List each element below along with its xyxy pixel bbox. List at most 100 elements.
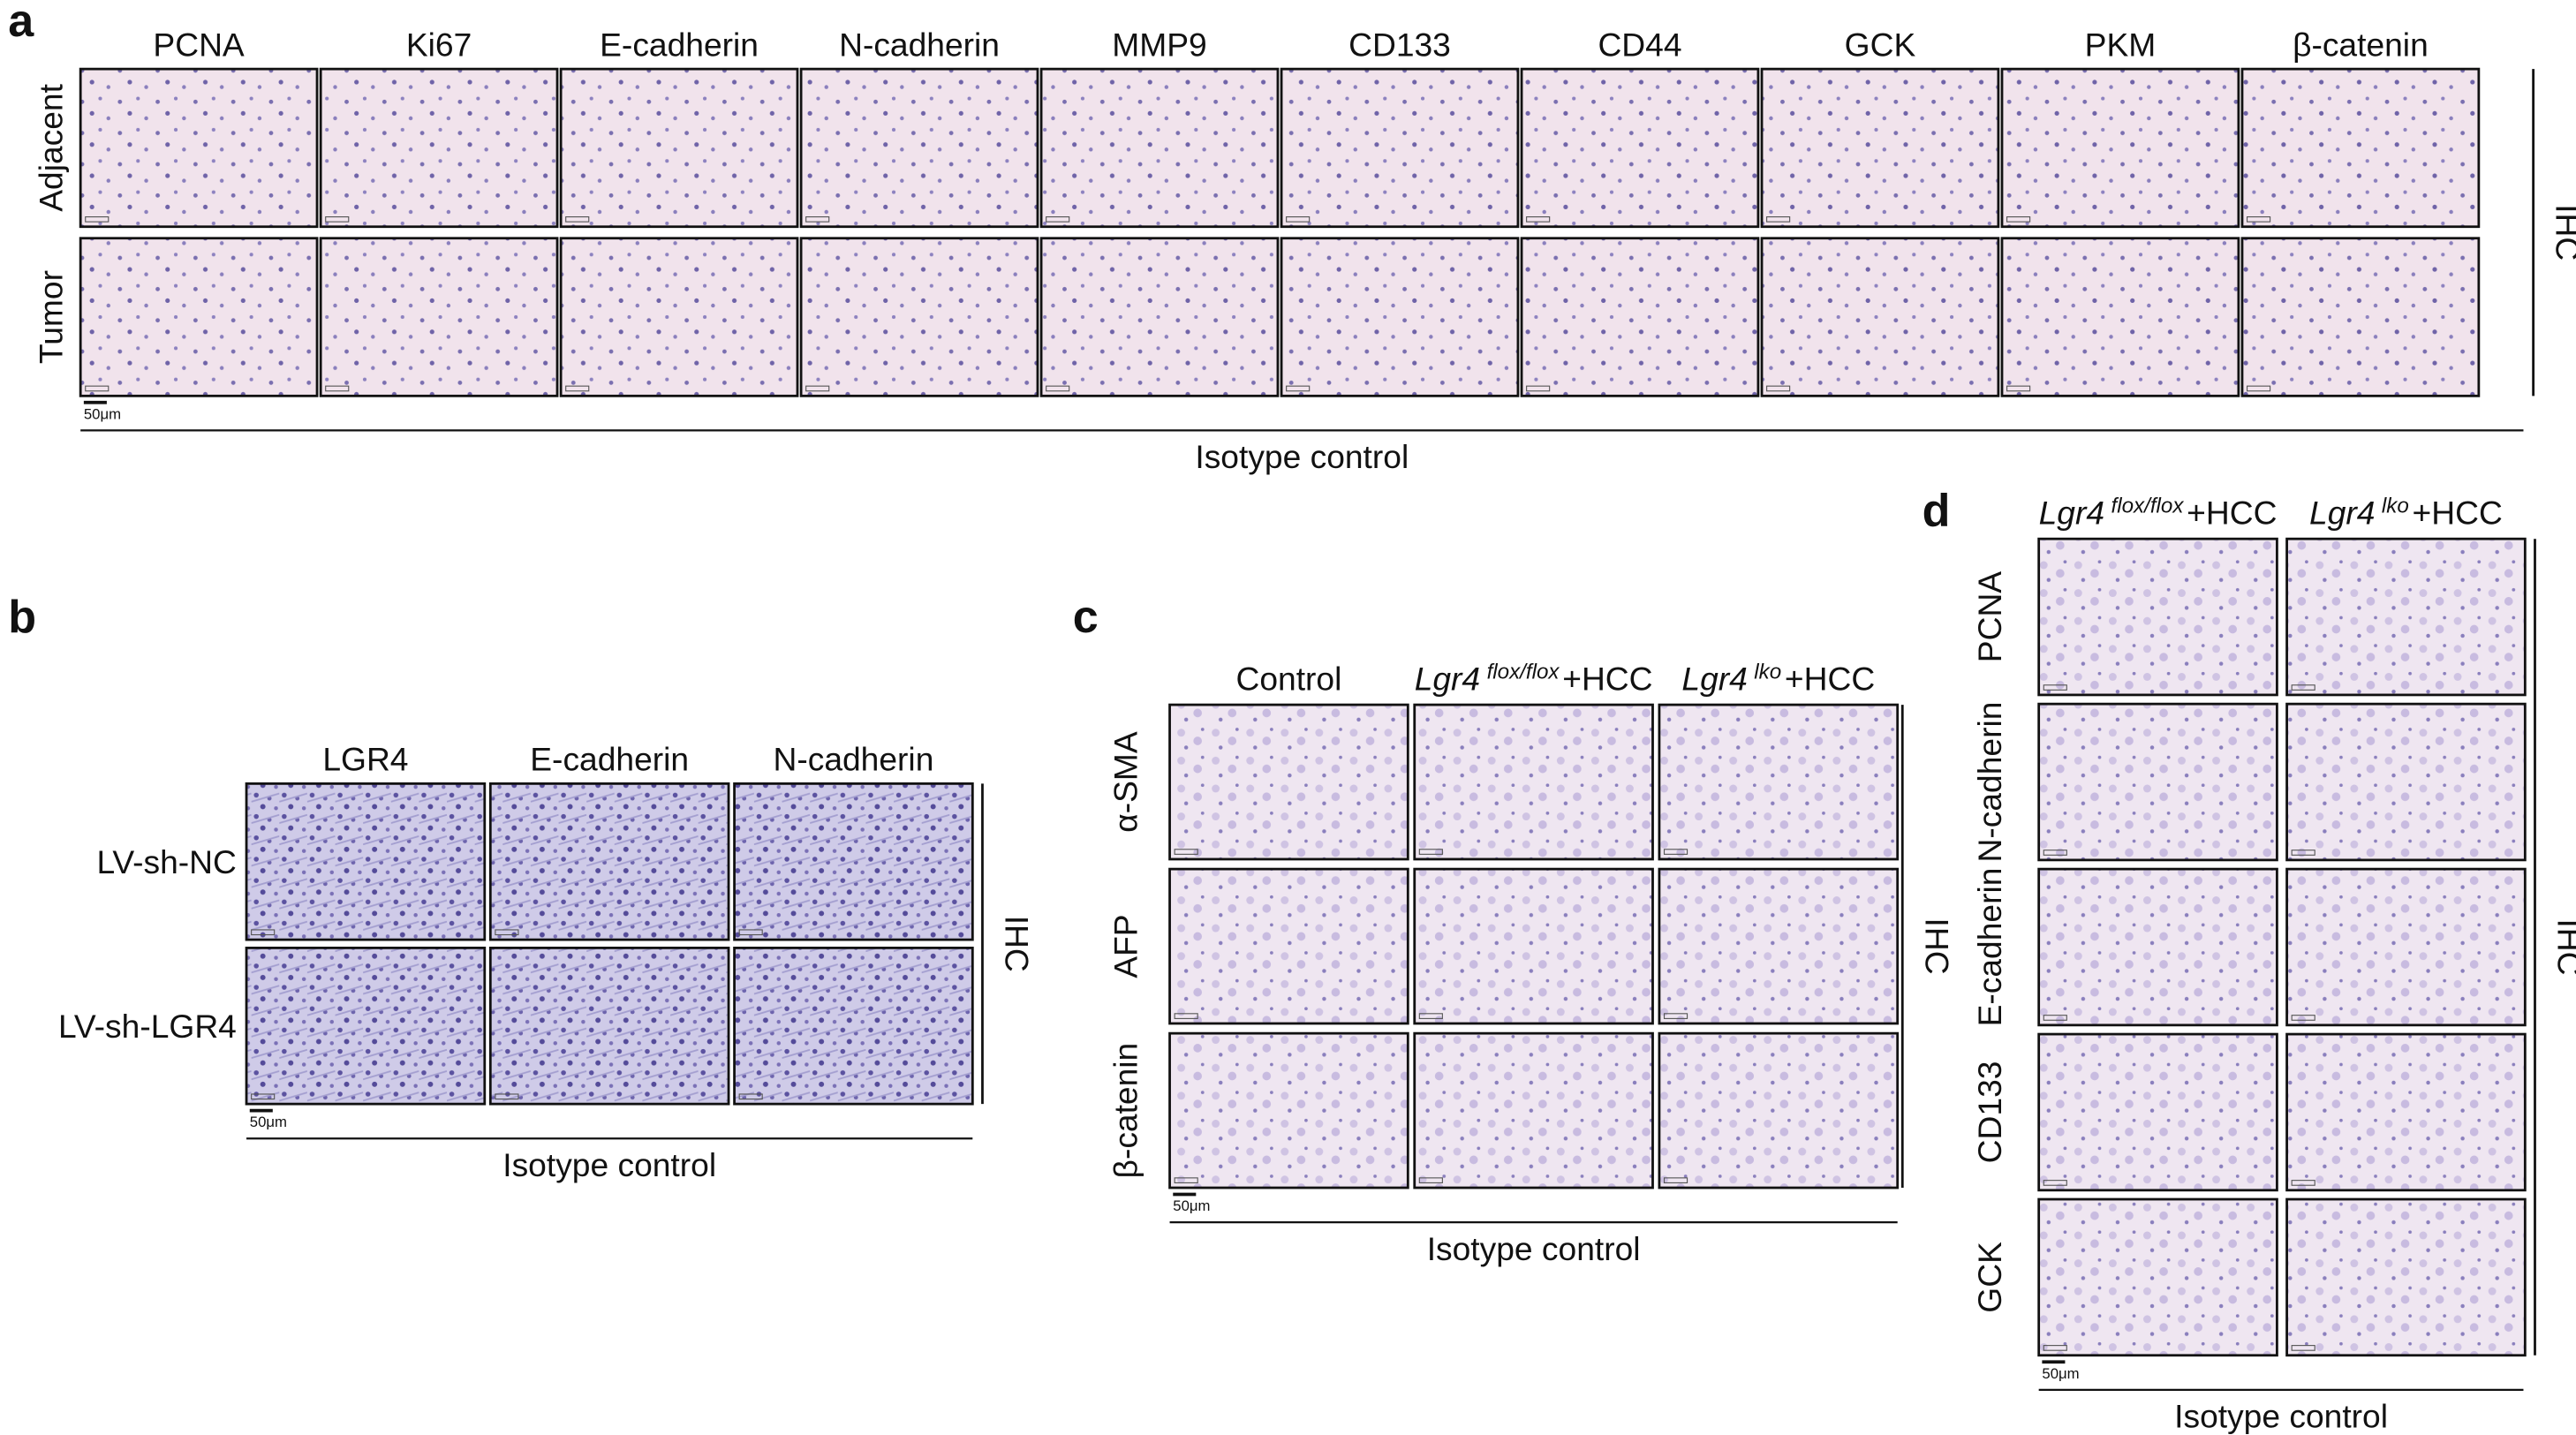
micrograph <box>79 237 319 397</box>
micrograph <box>245 782 487 941</box>
micrograph <box>2285 1197 2527 1357</box>
row-label: AFP <box>1107 914 1144 978</box>
tile-scale-mark <box>495 1093 519 1100</box>
micrograph <box>1520 237 1760 397</box>
micrograph <box>1413 867 1654 1025</box>
column-header: LGR4 <box>322 740 408 777</box>
micrograph <box>2240 67 2481 229</box>
micrograph <box>2037 1032 2278 1192</box>
tile-scale-mark <box>1174 1177 1198 1183</box>
tile-scale-mark <box>325 385 350 392</box>
micrograph <box>319 67 559 229</box>
column-header: Ki67 <box>406 26 472 63</box>
column-header: MMP9 <box>1112 26 1206 63</box>
tile-scale-mark <box>1766 385 1791 392</box>
genotype-superscript: flox/flox <box>1487 660 1560 684</box>
row-label: Adjacent <box>33 83 70 211</box>
tile-scale-mark <box>85 385 110 392</box>
tile-scale-mark <box>1663 1177 1688 1183</box>
tile-scale-mark <box>1174 849 1198 855</box>
scale-bar-label: 50μm <box>250 1114 287 1130</box>
tile-scale-mark <box>1286 216 1311 223</box>
tile-scale-mark <box>2043 1180 2067 1186</box>
genotype-superscript: lko <box>1754 660 1781 684</box>
column-header: GCK <box>1845 26 1916 63</box>
micrograph <box>2000 237 2240 397</box>
micrograph <box>559 67 799 229</box>
footer-label: Isotype control <box>1195 438 1409 475</box>
tile-scale-mark <box>2291 1015 2315 1021</box>
footer-label: Isotype control <box>2174 1398 2388 1435</box>
tile-scale-mark <box>1418 849 1443 855</box>
tile-scale-mark <box>805 216 830 223</box>
column-header: Lgr4 flox/flox +HCC <box>1415 660 1653 697</box>
tile-scale-mark <box>251 929 276 936</box>
micrograph <box>1658 703 1900 861</box>
micrograph <box>2037 1197 2278 1357</box>
micrograph <box>1280 237 1520 397</box>
tile-scale-mark <box>1174 1013 1198 1019</box>
panel-letter: b <box>8 592 36 643</box>
micrograph <box>1520 67 1760 229</box>
row-label: α-SMA <box>1107 731 1144 833</box>
row-label: GCK <box>1971 1242 2008 1313</box>
header-suffix: +HCC <box>2413 494 2503 531</box>
column-header: PKM <box>2085 26 2157 63</box>
micrograph <box>2037 867 2278 1027</box>
column-header: β-catenin <box>2293 26 2429 63</box>
micrograph <box>79 67 319 229</box>
tile-scale-mark <box>565 216 590 223</box>
row-label: E-cadherin <box>1971 868 2008 1027</box>
micrograph <box>1413 703 1654 861</box>
micrograph <box>1658 867 1900 1025</box>
micrograph <box>2285 867 2527 1027</box>
header-suffix: +HCC <box>2187 494 2277 531</box>
panel-letter: d <box>1923 485 1951 536</box>
tile-scale-mark <box>1526 216 1551 223</box>
tile-scale-mark <box>738 1093 763 1100</box>
scale-bar-label: 50μm <box>2042 1365 2079 1382</box>
micrograph <box>2285 537 2527 697</box>
side-label: IHC <box>1918 918 1955 975</box>
column-header: Lgr4 lko +HCC <box>1681 660 1875 697</box>
genotype-superscript: flox/flox <box>2111 494 2185 517</box>
row-label: LV-sh-LGR4 <box>58 1008 237 1045</box>
column-header: N-cadherin <box>773 740 933 777</box>
column-header: Lgr4 flox/flox +HCC <box>2039 494 2278 531</box>
micrograph <box>1658 1031 1900 1190</box>
micrograph <box>799 67 1039 229</box>
micrograph <box>2285 1032 2527 1192</box>
tile-scale-mark <box>2291 1345 2315 1351</box>
micrograph <box>2037 537 2278 697</box>
micrograph <box>1039 67 1280 229</box>
tile-scale-mark <box>1046 385 1070 392</box>
tile-scale-mark <box>2291 684 2315 691</box>
micrograph <box>1280 67 1520 229</box>
micrograph <box>1168 1031 1409 1190</box>
tile-scale-mark <box>1526 385 1551 392</box>
micrograph <box>2037 702 2278 862</box>
header-suffix: +HCC <box>1785 660 1875 697</box>
micrograph <box>1168 867 1409 1025</box>
micrograph <box>559 237 799 397</box>
tile-scale-mark <box>85 216 110 223</box>
gene-name: Lgr4 <box>1681 660 1747 697</box>
micrograph <box>319 237 559 397</box>
column-header: CD44 <box>1598 26 1681 63</box>
column-header: E-cadherin <box>530 740 689 777</box>
tile-scale-mark <box>1663 849 1688 855</box>
micrograph <box>2285 702 2527 862</box>
row-label: CD133 <box>1971 1061 2008 1164</box>
tile-scale-mark <box>738 929 763 936</box>
column-header: Control <box>1235 660 1341 697</box>
tile-scale-mark <box>805 385 830 392</box>
side-label: IHC <box>2551 918 2576 975</box>
tile-scale-mark <box>1286 385 1311 392</box>
footer-label: Isotype control <box>1427 1230 1641 1267</box>
micrograph <box>1760 67 2000 229</box>
header-suffix: +HCC <box>1562 660 1652 697</box>
tile-scale-mark <box>2247 385 2271 392</box>
tile-scale-mark <box>2006 385 2031 392</box>
